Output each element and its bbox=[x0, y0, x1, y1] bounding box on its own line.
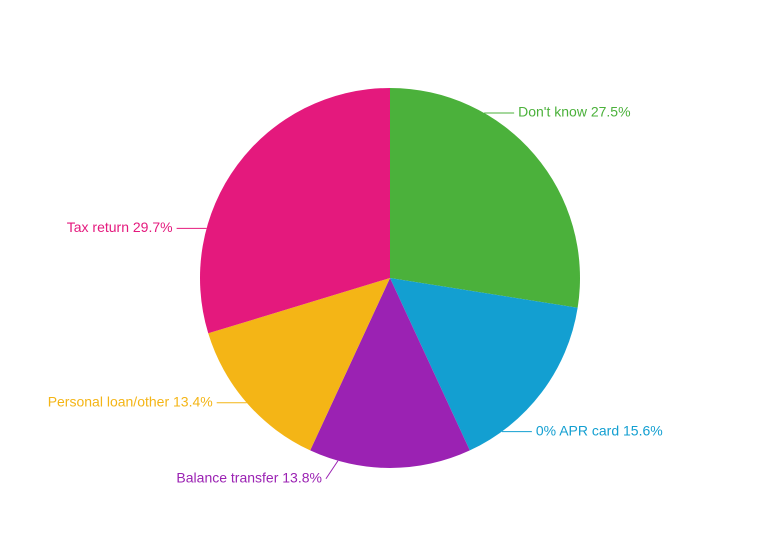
slice-label: Tax return 29.7% bbox=[67, 219, 173, 235]
leader-line bbox=[326, 461, 338, 479]
pie-chart: Don't know 27.5% 0% APR card 15.6% Balance… bbox=[0, 0, 780, 542]
slice-label: 0% APR card 15.6% bbox=[536, 422, 663, 438]
pie-chart-svg: Don't know 27.5% 0% APR card 15.6% Balance… bbox=[0, 0, 780, 542]
slice-label: Balance transfer 13.8% bbox=[176, 469, 322, 485]
slice-label: Don't know 27.5% bbox=[518, 104, 630, 120]
pie-slice bbox=[390, 88, 580, 308]
slice-label: Personal loan/other 13.4% bbox=[48, 393, 213, 409]
